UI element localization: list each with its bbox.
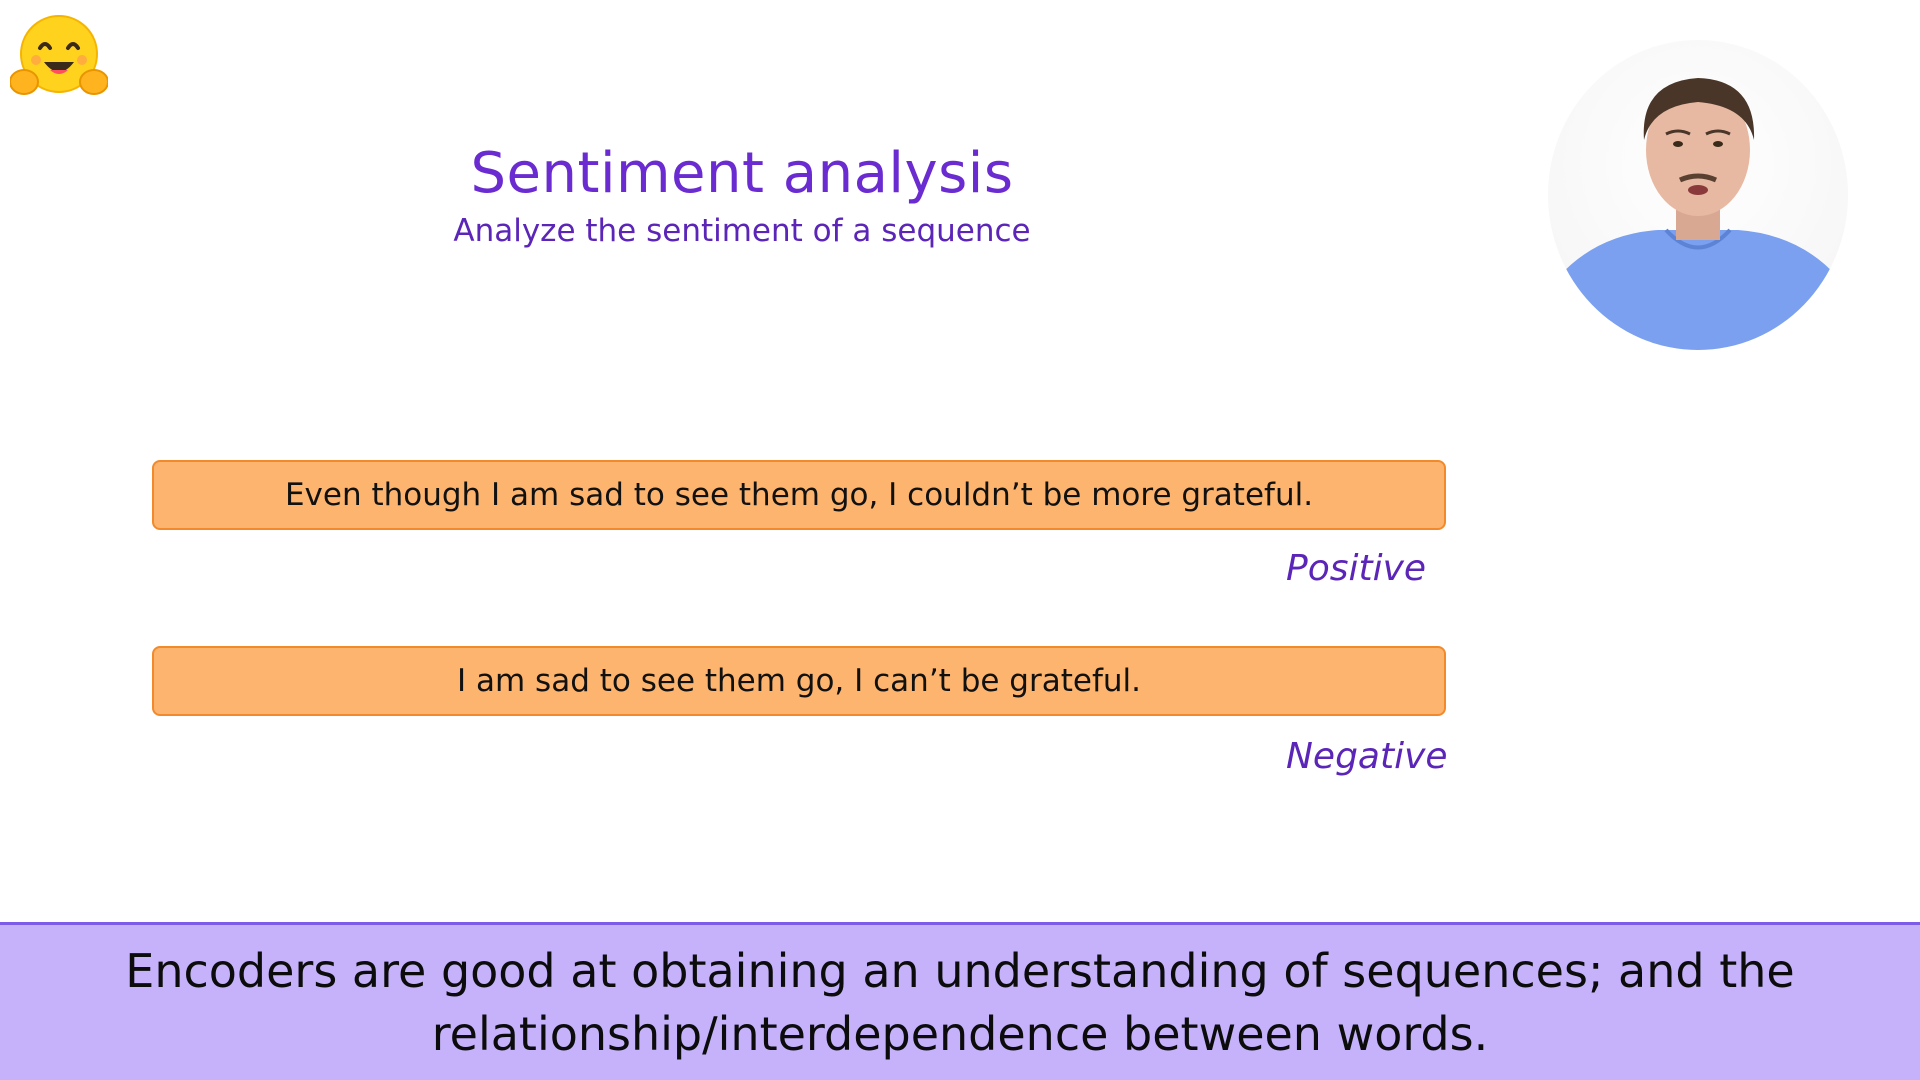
caption-text: Encoders are good at obtaining an unders…: [125, 943, 1795, 1061]
sentence-text: Even though I am sad to see them go, I c…: [284, 477, 1314, 513]
sentence-text: I am sad to see them go, I can’t be grat…: [457, 663, 1141, 699]
sentiment-label-positive: Positive: [1286, 548, 1427, 589]
sentence-box-positive: Even though I am sad to see them go, I c…: [152, 460, 1446, 530]
slide-subtitle: Analyze the sentiment of a sequence: [453, 213, 1031, 250]
hugging-face-logo-icon: [9, 12, 109, 102]
caption-bar: Encoders are good at obtaining an unders…: [0, 922, 1920, 1080]
sentiment-label-negative: Negative: [1286, 736, 1448, 777]
slide-title: Sentiment analysis: [470, 141, 1014, 206]
slide-title-block: Sentiment analysis Analyze the sentiment…: [412, 140, 1072, 250]
presenter-video: [1548, 40, 1848, 350]
sentence-box-negative: I am sad to see them go, I can’t be grat…: [152, 646, 1446, 716]
